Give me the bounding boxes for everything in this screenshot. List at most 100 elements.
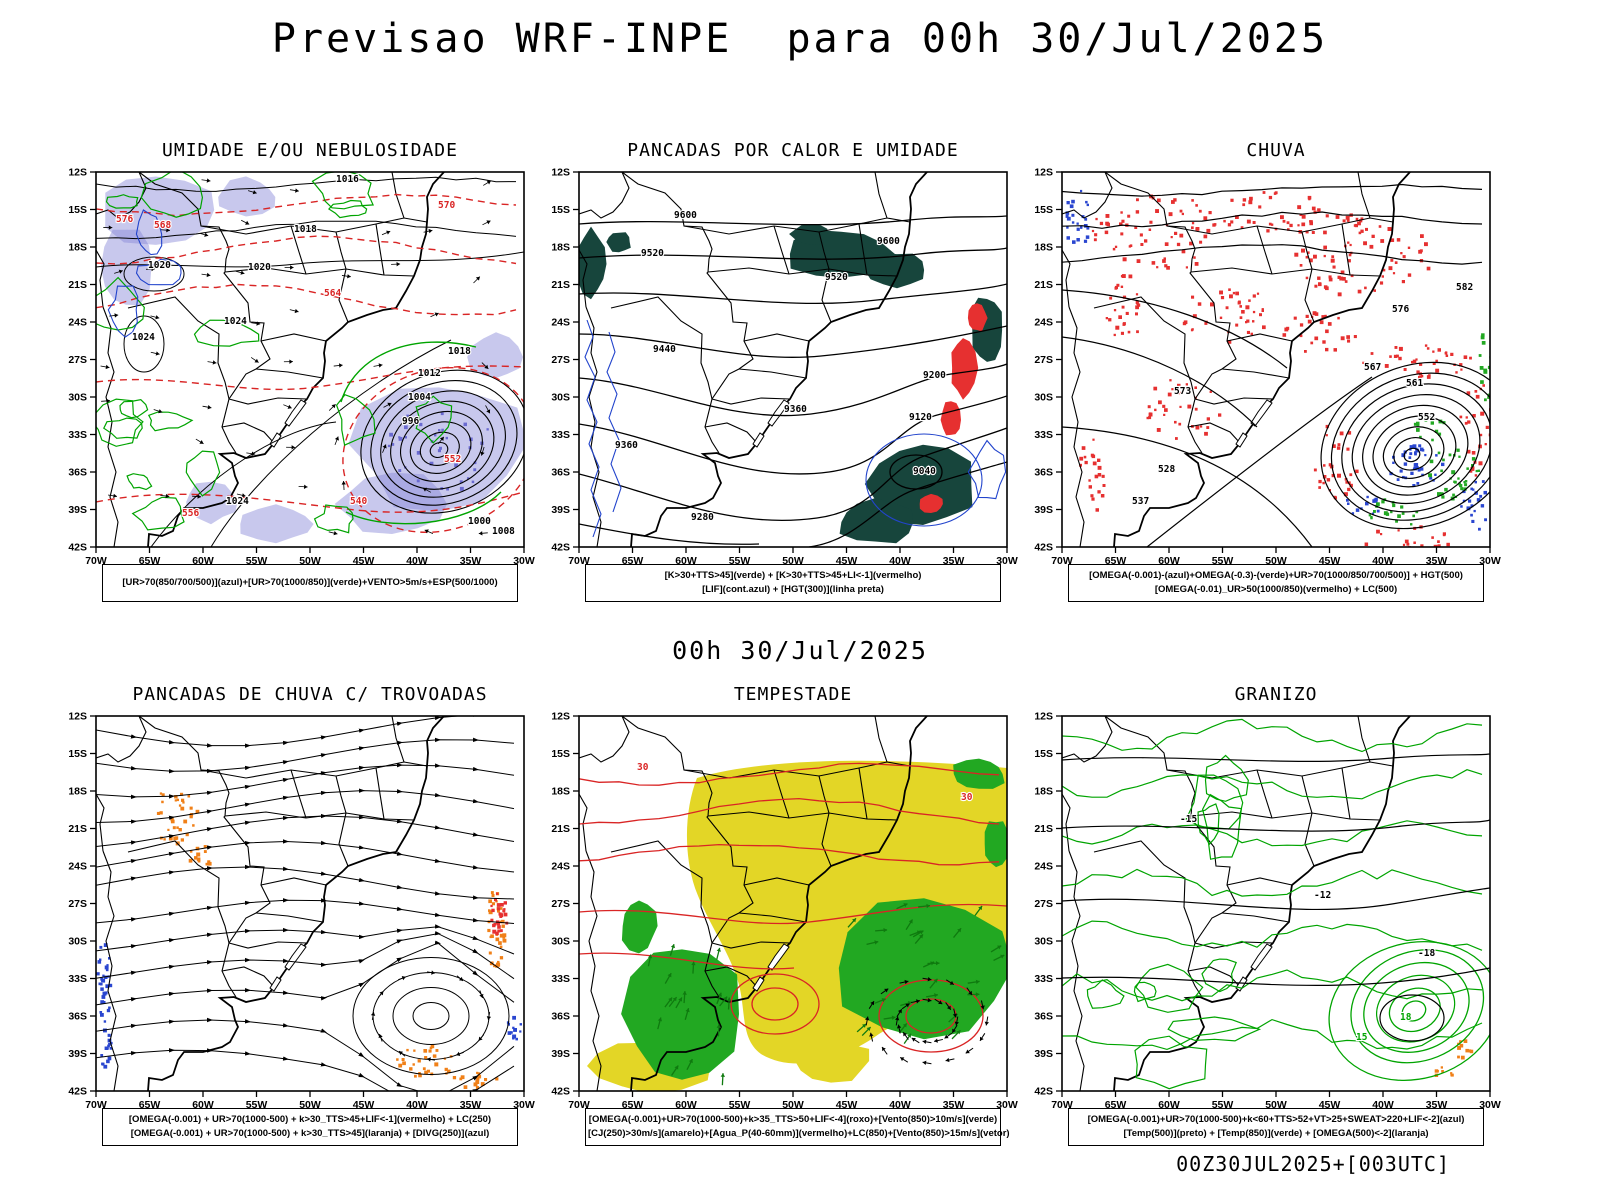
- panel-umidade: UMIDADE E/OU NEBULOSIDADE 12S 15S 18S 21S 24…: [62, 140, 540, 610]
- contours: [1062, 718, 1490, 1090]
- svg-text:39S: 39S: [1034, 1048, 1053, 1060]
- svg-text:36S: 36S: [68, 1011, 87, 1023]
- svg-text:24S: 24S: [1034, 317, 1053, 329]
- panel-title-tempestade: TEMPESTADE: [733, 684, 853, 705]
- svg-text:18S: 18S: [1034, 786, 1053, 798]
- svg-text:1016: 1016: [336, 174, 359, 185]
- svg-text:556: 556: [182, 508, 199, 519]
- run-label: 00Z30JUL2025+[003UTC]: [1176, 1152, 1450, 1176]
- svg-text:27S: 27S: [551, 898, 570, 910]
- caption-line: [OMEGA(-0.001)+UR>70(1000-500)+k>35_TTS>…: [588, 1113, 998, 1125]
- svg-text:-12: -12: [1314, 890, 1331, 901]
- panel-title-trovoadas: PANCADAS DE CHUVA C/ TROVOADAS: [132, 684, 488, 705]
- svg-text:9520: 9520: [825, 272, 848, 283]
- svg-text:70W: 70W: [568, 555, 590, 566]
- svg-text:1024: 1024: [224, 316, 247, 327]
- panel-title-chuva: CHUVA: [1246, 140, 1306, 161]
- svg-text:42S: 42S: [1034, 542, 1053, 554]
- svg-text:70W: 70W: [1051, 555, 1073, 566]
- svg-text:564: 564: [324, 288, 341, 299]
- svg-text:996: 996: [402, 416, 419, 427]
- svg-text:33S: 33S: [1034, 429, 1053, 441]
- svg-text:33S: 33S: [551, 429, 570, 441]
- contours: [579, 215, 1007, 547]
- caption-line: [Temp(500)](preto) + [Temp(850)](verde) …: [1123, 1128, 1429, 1139]
- svg-text:540: 540: [350, 496, 367, 507]
- svg-text:30: 30: [637, 762, 649, 773]
- panel-chuva: CHUVA 12S 15S 18S 21S 24S 27S 30S 33S 36S 39S 42S 7…: [1028, 140, 1506, 610]
- svg-text:70W: 70W: [568, 1099, 590, 1110]
- svg-text:39S: 39S: [68, 1048, 87, 1060]
- shading: [96, 792, 522, 1090]
- panel-trovoadas: PANCADAS DE CHUVA C/ TROVOADAS 12S 15S 18S…: [62, 684, 540, 1154]
- svg-text:567: 567: [1364, 362, 1381, 373]
- svg-text:42S: 42S: [68, 542, 87, 554]
- lat-axis: 12S 15S 18S 21S 24S 27S 30S 33S 36S 39S 42S: [68, 711, 96, 1098]
- svg-text:9360: 9360: [615, 440, 638, 451]
- svg-text:552: 552: [444, 454, 461, 465]
- svg-text:1020: 1020: [148, 260, 171, 271]
- svg-text:537: 537: [1132, 496, 1149, 507]
- caption-line: [OMEGA(-0.001)+UR>70(1000-500)+k<60+TTS>…: [1087, 1113, 1465, 1125]
- svg-text:15S: 15S: [1034, 204, 1053, 216]
- svg-text:30S: 30S: [1034, 936, 1053, 948]
- caption-box-pancadas-calor: [K>30+TTS>45](verde) + [K>30+TTS>45+LI<-…: [585, 564, 1001, 602]
- svg-text:30S: 30S: [551, 936, 570, 948]
- svg-text:-15: -15: [1180, 814, 1197, 825]
- contours: [1062, 183, 1490, 547]
- coastline-borders: [96, 716, 445, 1091]
- svg-text:36S: 36S: [1034, 1011, 1053, 1023]
- contour-labels: 9600 9600 9520 9520 9440 9360 9360 9280 9200 9120…: [614, 209, 947, 524]
- svg-text:42S: 42S: [551, 1086, 570, 1098]
- map-granizo: 12S 15S 18S 21S 24S 27S 30S 33S 36S 39S 42S 70W 65W 6…: [1028, 708, 1506, 1112]
- svg-text:33S: 33S: [551, 973, 570, 985]
- caption-line: [UR>70(850/700/500)](azul)+[UR>70(1000/8…: [122, 576, 498, 588]
- lat-axis: 12S 15S 18S 21S 24S 27S 30S 33S 36S 39S 42S: [1034, 711, 1062, 1098]
- svg-text:30W: 30W: [996, 555, 1018, 566]
- svg-text:24S: 24S: [68, 317, 87, 329]
- svg-text:1012: 1012: [418, 368, 441, 379]
- svg-text:30S: 30S: [1034, 392, 1053, 404]
- svg-text:21S: 21S: [551, 823, 570, 835]
- caption-line: [K>30+TTS>45](verde) + [K>30+TTS>45+LI<-…: [664, 569, 922, 581]
- svg-text:27S: 27S: [68, 354, 87, 366]
- page-title: Previsao WRF-INPE para 00h 30/Jul/2025: [271, 16, 1329, 62]
- svg-text:30S: 30S: [551, 392, 570, 404]
- svg-text:30S: 30S: [68, 392, 87, 404]
- contour-labels: -15 -12 -18 15 18: [1179, 813, 1437, 1044]
- svg-text:570: 570: [438, 200, 455, 211]
- coastline-borders: [1062, 716, 1411, 1091]
- caption-line: [OMEGA(-0.01)_UR>50(1000/850)(vermelho) …: [1154, 584, 1398, 595]
- map-chuva: 12S 15S 18S 21S 24S 27S 30S 33S 36S 39S 42S 70W 65W 6…: [1028, 164, 1506, 568]
- caption-line: [LIF](cont.azul) + [HGT(300)](linha pret…: [702, 584, 884, 595]
- panel-title-granizo: GRANIZO: [1234, 684, 1318, 705]
- panel-pancadas-calor: PANCADAS POR CALOR E UMIDADE 12S 15S 18S 21…: [545, 140, 1023, 610]
- svg-text:27S: 27S: [1034, 898, 1053, 910]
- svg-text:21S: 21S: [68, 279, 87, 291]
- svg-text:42S: 42S: [551, 542, 570, 554]
- svg-text:9440: 9440: [653, 344, 676, 355]
- svg-text:12S: 12S: [68, 711, 87, 723]
- svg-text:9520: 9520: [641, 248, 664, 259]
- svg-text:30S: 30S: [68, 936, 87, 948]
- svg-text:552: 552: [1418, 412, 1435, 423]
- panel-granizo: GRANIZO 12S 15S 18S 21S 24S 27S 30S 33S 36S 39S 42…: [1028, 684, 1506, 1154]
- coastline-borders: [579, 172, 928, 547]
- map-tempestade: 12S 15S 18S 21S 24S 27S 30S 33S 36S 39S 42S 70W 65W 6…: [545, 708, 1023, 1112]
- contours: [96, 172, 524, 547]
- svg-text:18S: 18S: [68, 242, 87, 254]
- svg-text:576: 576: [116, 214, 133, 225]
- svg-text:18S: 18S: [68, 786, 87, 798]
- svg-text:18S: 18S: [551, 786, 570, 798]
- svg-text:21S: 21S: [1034, 279, 1053, 291]
- coastline-borders: [1062, 172, 1411, 547]
- svg-text:36S: 36S: [68, 467, 87, 479]
- svg-text:1020: 1020: [248, 262, 271, 273]
- svg-text:9600: 9600: [877, 236, 900, 247]
